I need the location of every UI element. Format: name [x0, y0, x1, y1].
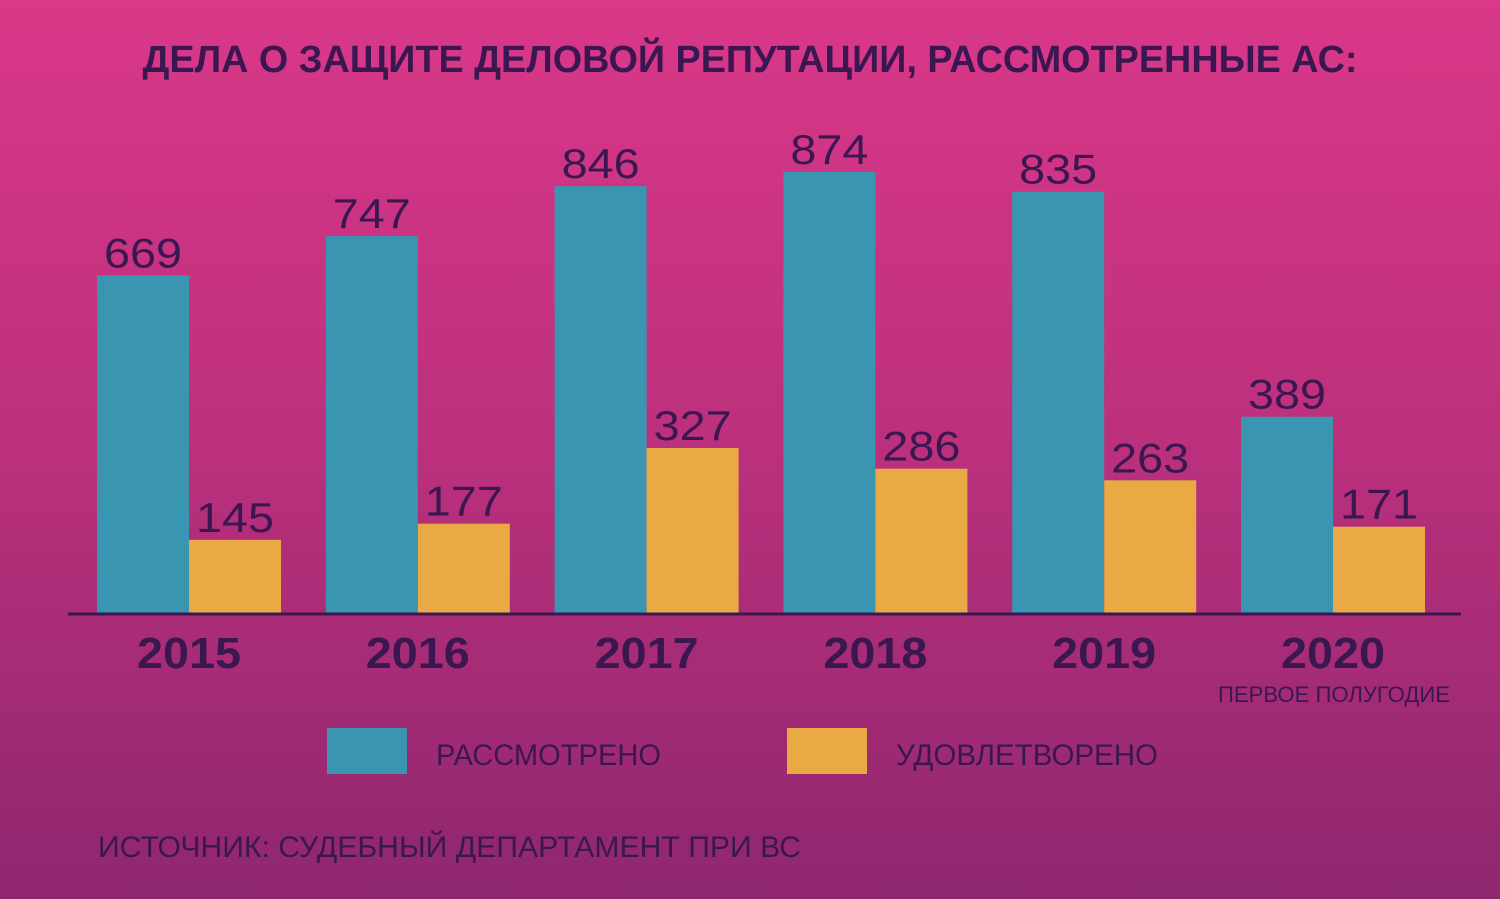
- data-label-satisfied-2018: 286: [882, 423, 960, 470]
- data-label-satisfied-2020: 171: [1340, 481, 1418, 528]
- data-label-considered-2016: 747: [333, 190, 411, 237]
- bar-satisfied-2017: [646, 448, 739, 613]
- source-note: ИСТОЧНИК: СУДЕБНЫЙ ДЕПАРТАМЕНТ ПРИ ВС: [98, 830, 801, 864]
- bar-satisfied-2020: [1333, 526, 1425, 613]
- bar-satisfied-2016: [417, 523, 510, 613]
- bar-considered-2016: [325, 236, 418, 613]
- legend-label-satisfied: УДОВЛЕТВОРЕНО: [896, 739, 1158, 772]
- bar-considered-2017: [554, 186, 647, 613]
- data-label-satisfied-2019: 263: [1111, 434, 1189, 481]
- data-label-considered-2017: 846: [562, 140, 640, 187]
- data-label-considered-2020: 389: [1248, 371, 1326, 418]
- bar-considered-2019: [1012, 191, 1105, 613]
- chart-title: ДЕЛА О ЗАЩИТЕ ДЕЛОВОЙ РЕПУТАЦИИ, РАССМОТ…: [143, 36, 1358, 81]
- data-label-satisfied-2017: 327: [654, 402, 732, 449]
- x-tick-label-2018: 2018: [823, 629, 927, 678]
- x-tick-label-2016: 2016: [366, 629, 470, 678]
- data-label-considered-2019: 835: [1019, 146, 1097, 193]
- bar-considered-2018: [783, 172, 876, 613]
- x-tick-label-2020: 2020: [1281, 629, 1385, 678]
- data-label-considered-2018: 874: [790, 126, 868, 173]
- bar-considered-2015: [97, 275, 189, 613]
- x-tick-label-2017: 2017: [595, 629, 699, 678]
- category-note: ПЕРВОЕ ПОЛУГОДИЕ: [1218, 682, 1450, 707]
- legend-swatch-considered: [327, 728, 407, 774]
- bar-satisfied-2015: [189, 539, 281, 613]
- legend-swatch-satisfied: [787, 728, 867, 774]
- data-label-satisfied-2015: 145: [196, 494, 274, 541]
- bar-considered-2020: [1241, 416, 1333, 613]
- bar-satisfied-2018: [875, 468, 968, 613]
- bar-satisfied-2019: [1104, 480, 1197, 613]
- legend-label-considered: РАССМОТРЕНО: [436, 739, 661, 772]
- x-tick-labels: 2015 2016 2017 2018 2019 2020: [137, 629, 1385, 678]
- x-tick-label-2019: 2019: [1052, 629, 1156, 678]
- bars-group: 669 145 747 177 846 327 874 286 835 263 389 171: [97, 126, 1425, 613]
- legend: РАССМОТРЕНО УДОВЛЕТВОРЕНО: [327, 728, 1158, 774]
- data-label-considered-2015: 669: [104, 229, 182, 276]
- data-label-satisfied-2016: 177: [425, 478, 503, 525]
- x-tick-label-2015: 2015: [137, 629, 241, 678]
